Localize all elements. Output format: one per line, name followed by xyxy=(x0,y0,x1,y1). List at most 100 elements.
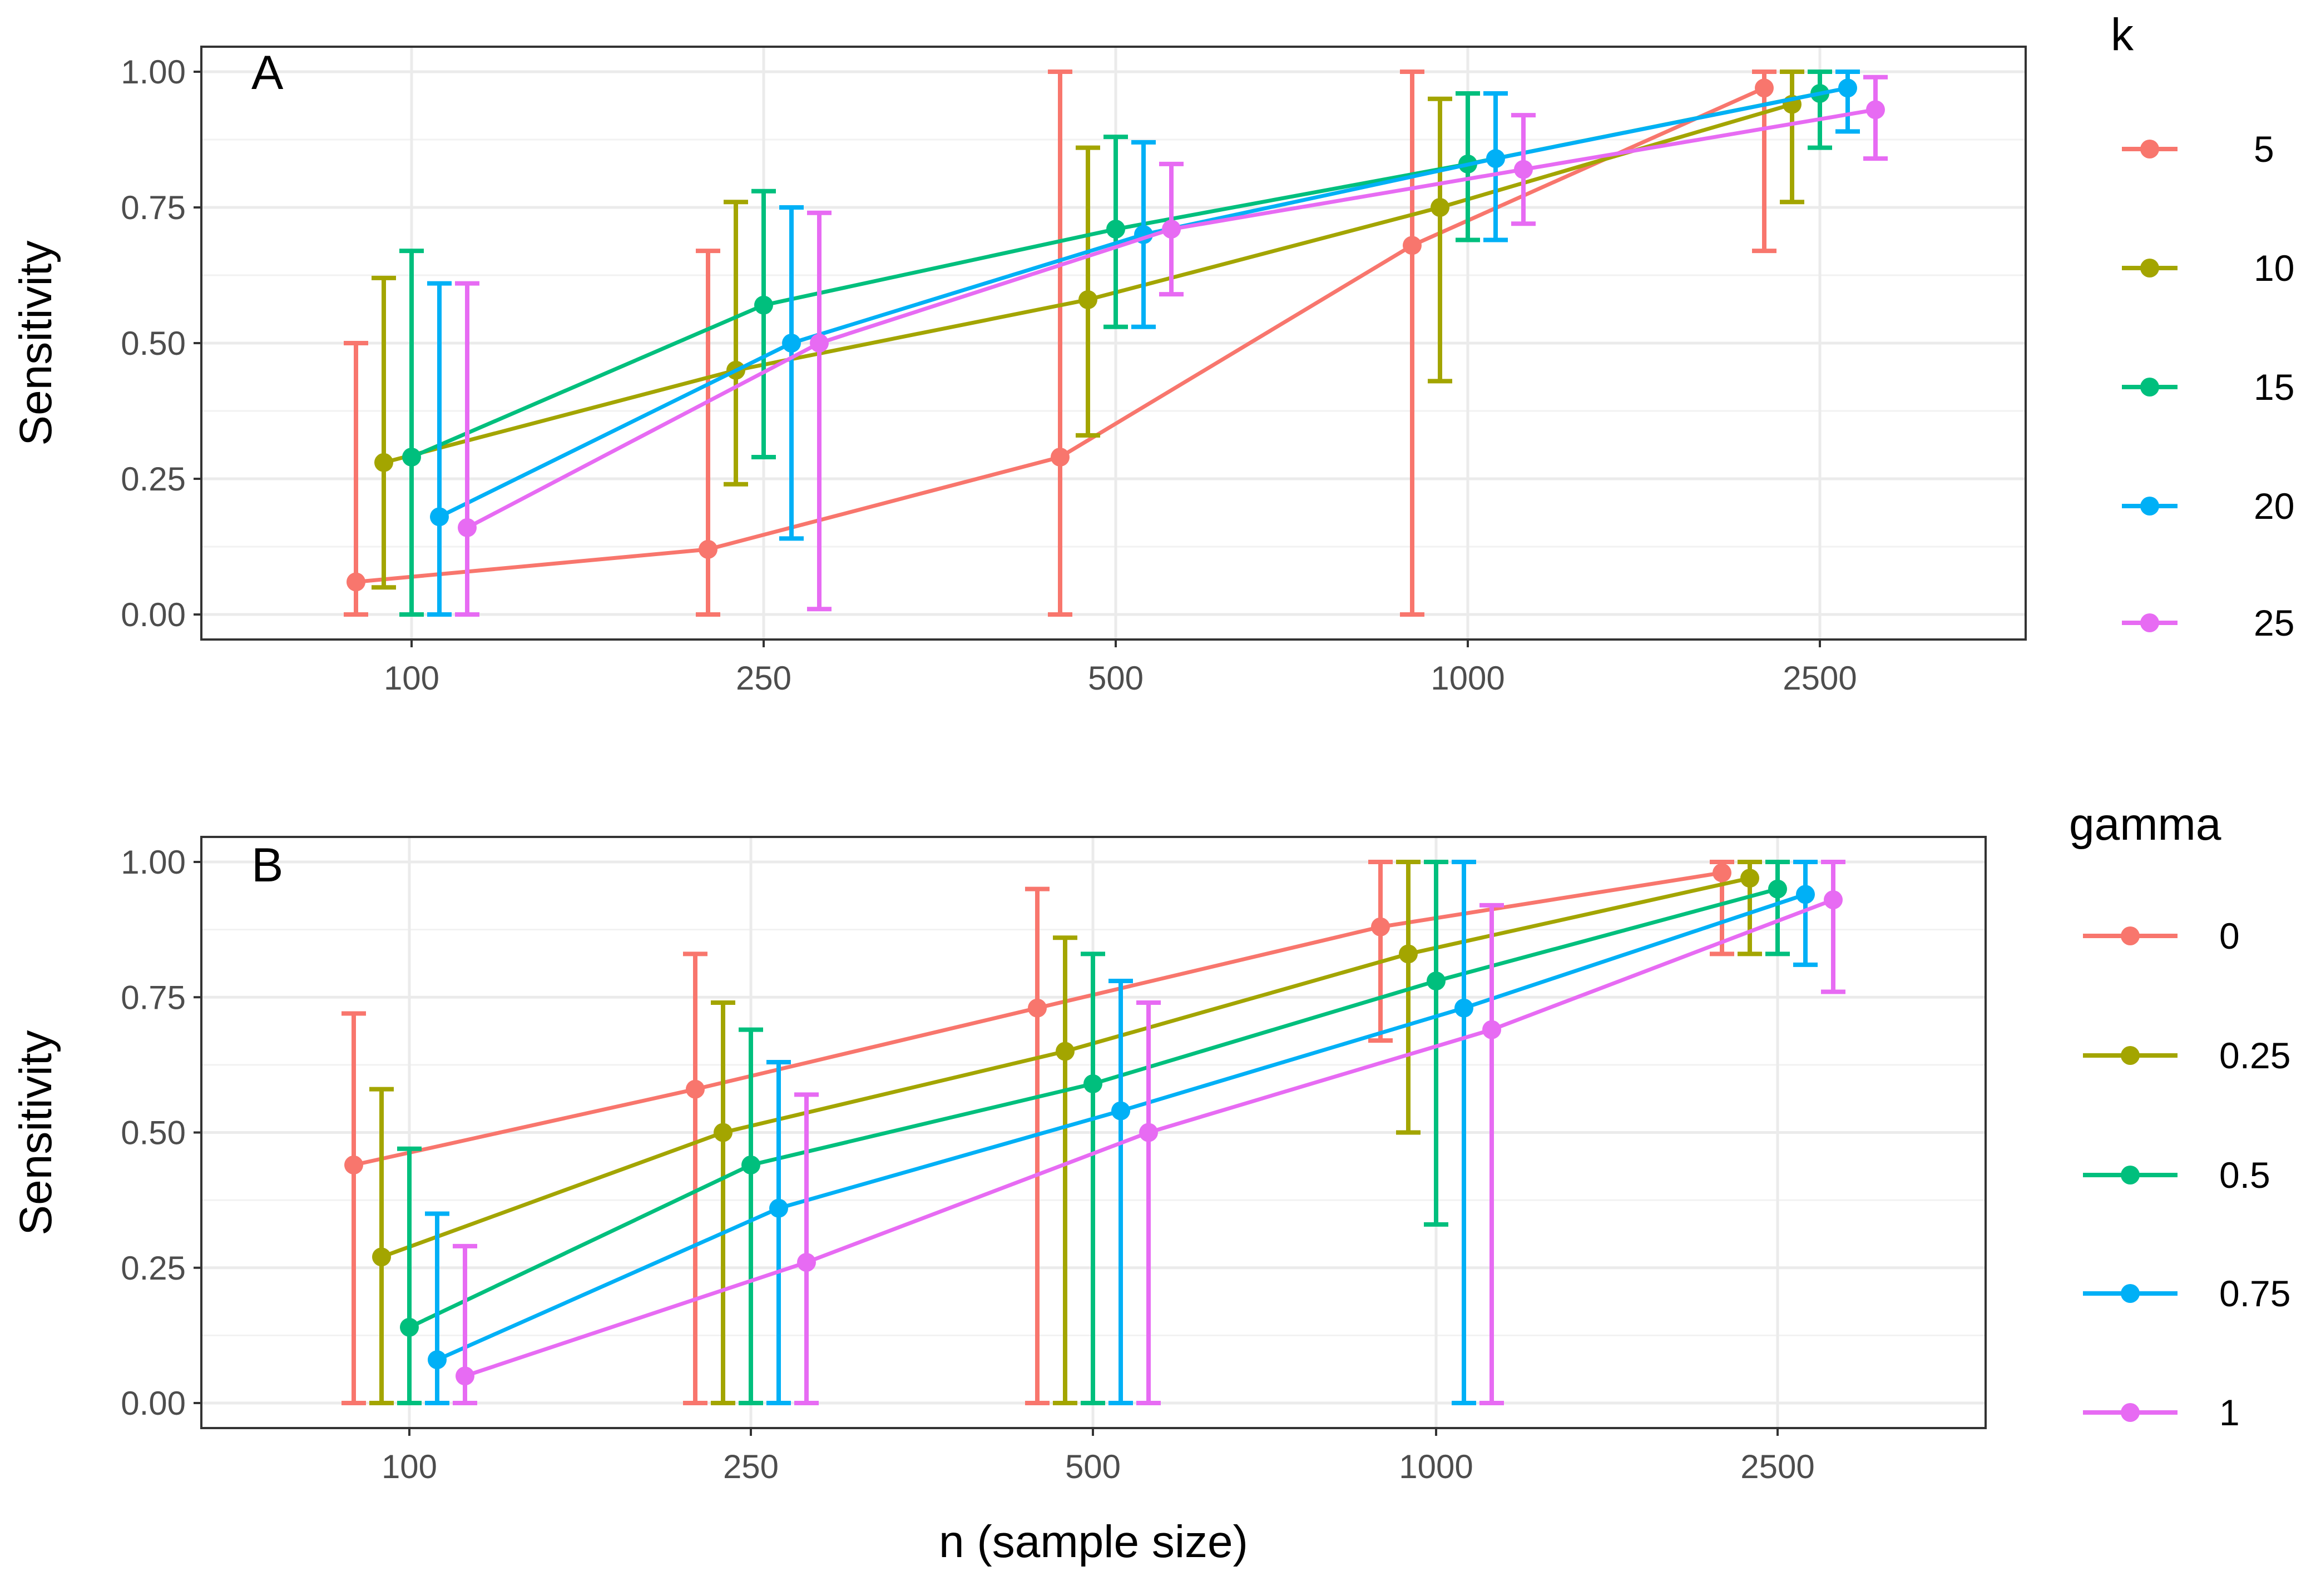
data-point xyxy=(344,1155,363,1174)
legend-label: 25 xyxy=(2254,602,2294,643)
data-point xyxy=(1768,879,1787,899)
data-point xyxy=(686,1079,705,1099)
legend-key-point xyxy=(2121,1284,2140,1303)
data-point xyxy=(699,539,717,559)
x-tick-label: 1000 xyxy=(1399,1448,1473,1485)
data-point xyxy=(1403,236,1422,255)
panel-border xyxy=(200,46,2027,641)
series-0.25 xyxy=(369,860,1762,1405)
legend-label: 15 xyxy=(2254,366,2294,408)
y-tick-label: 0.00 xyxy=(121,596,186,633)
legend-label: 10 xyxy=(2254,247,2294,289)
data-point xyxy=(372,1247,391,1267)
data-point xyxy=(1056,1042,1075,1061)
y-tick-label: 0.50 xyxy=(121,325,186,362)
legend: gamma 0 0.25 0.5 0.75 1 xyxy=(2069,799,2290,1433)
x-tick-label: 250 xyxy=(723,1448,779,1485)
y-axis-title: Sensitivity xyxy=(11,1030,61,1235)
series-25 xyxy=(455,75,1888,617)
data-point xyxy=(374,453,393,472)
data-point xyxy=(1111,1101,1130,1121)
data-point xyxy=(1514,160,1533,179)
data-point xyxy=(1106,220,1125,239)
legend-key-point xyxy=(2140,378,2159,396)
x-tick-label: 500 xyxy=(1065,1448,1121,1485)
y-tick-label: 1.00 xyxy=(121,53,186,91)
data-point xyxy=(428,1350,447,1370)
panel-a: 0.00 0.25 0.50 0.75 1.00 100 250 500 1000 2500 Sen… xyxy=(11,9,2294,697)
data-point xyxy=(754,295,773,315)
data-point xyxy=(1713,863,1731,883)
data-point xyxy=(714,1123,733,1142)
legend-label: 20 xyxy=(2254,485,2294,527)
y-tick-label: 0.75 xyxy=(121,189,186,226)
x-axis-title: n (sample size) xyxy=(939,1516,1248,1567)
legend-label: 0.25 xyxy=(2219,1035,2290,1076)
y-tick-label: 0.25 xyxy=(121,460,186,498)
panel-tag: B xyxy=(251,839,283,892)
data-point xyxy=(1486,149,1505,168)
data-point xyxy=(1427,972,1446,991)
y-tick-label: 0.25 xyxy=(121,1250,186,1287)
data-point xyxy=(1078,290,1097,309)
legend-label: 5 xyxy=(2254,128,2274,170)
data-point xyxy=(769,1198,788,1218)
legend-label: 0 xyxy=(2219,915,2240,956)
legend-key-point xyxy=(2121,1046,2140,1065)
y-tick-label: 1.00 xyxy=(121,844,186,881)
legend-label: 0.75 xyxy=(2219,1273,2290,1314)
series-0.75 xyxy=(425,860,1818,1405)
x-tick-label: 100 xyxy=(382,1448,437,1485)
legend-key-point xyxy=(2140,497,2159,516)
data-point xyxy=(1454,998,1473,1018)
data-point xyxy=(741,1155,760,1174)
data-point xyxy=(1824,890,1843,910)
legend-key-point xyxy=(2121,1403,2140,1422)
series-1 xyxy=(453,860,1845,1405)
data-point xyxy=(402,447,421,467)
data-point xyxy=(1051,447,1070,467)
data-point xyxy=(1838,78,1857,98)
data-point xyxy=(430,507,449,527)
data-point xyxy=(782,334,801,353)
legend-key-point xyxy=(2140,259,2159,277)
panel-border xyxy=(200,836,1987,1429)
y-tick-label: 0.50 xyxy=(121,1114,186,1152)
data-point xyxy=(797,1253,816,1272)
legend-label: 0.5 xyxy=(2219,1154,2270,1196)
y-tick-label: 0.00 xyxy=(121,1385,186,1422)
data-point xyxy=(1740,869,1759,888)
legend-key-point xyxy=(2121,926,2140,945)
legend-key-point xyxy=(2121,1166,2140,1184)
y-tick-label: 0.75 xyxy=(121,979,186,1016)
data-point xyxy=(1755,78,1774,98)
legend: k 5 10 15 20 25 xyxy=(2111,9,2294,643)
data-point xyxy=(1162,220,1181,239)
data-point xyxy=(1796,885,1815,904)
data-point xyxy=(1139,1123,1158,1142)
data-point xyxy=(458,518,477,537)
x-tick-label: 100 xyxy=(384,660,439,697)
data-point xyxy=(347,572,365,592)
series-0.5 xyxy=(397,860,1790,1405)
data-point xyxy=(1431,198,1449,217)
data-point xyxy=(456,1366,474,1386)
x-tick-label: 2500 xyxy=(1783,660,1857,697)
legend-title: gamma xyxy=(2069,799,2221,850)
data-point xyxy=(810,334,829,353)
legend-key-point xyxy=(2140,140,2159,158)
data-point xyxy=(1028,998,1047,1018)
x-tick-label: 500 xyxy=(1088,660,1144,697)
x-tick-label: 250 xyxy=(736,660,791,697)
data-point xyxy=(1083,1074,1102,1093)
series-10 xyxy=(372,70,1804,590)
data-point xyxy=(400,1317,419,1337)
y-axis-title: Sensitivity xyxy=(11,240,61,445)
legend-label: 1 xyxy=(2219,1392,2240,1433)
data-point xyxy=(1482,1020,1501,1039)
data-point xyxy=(1399,944,1418,964)
series-0 xyxy=(342,860,1734,1405)
panel-tag: A xyxy=(251,46,284,100)
